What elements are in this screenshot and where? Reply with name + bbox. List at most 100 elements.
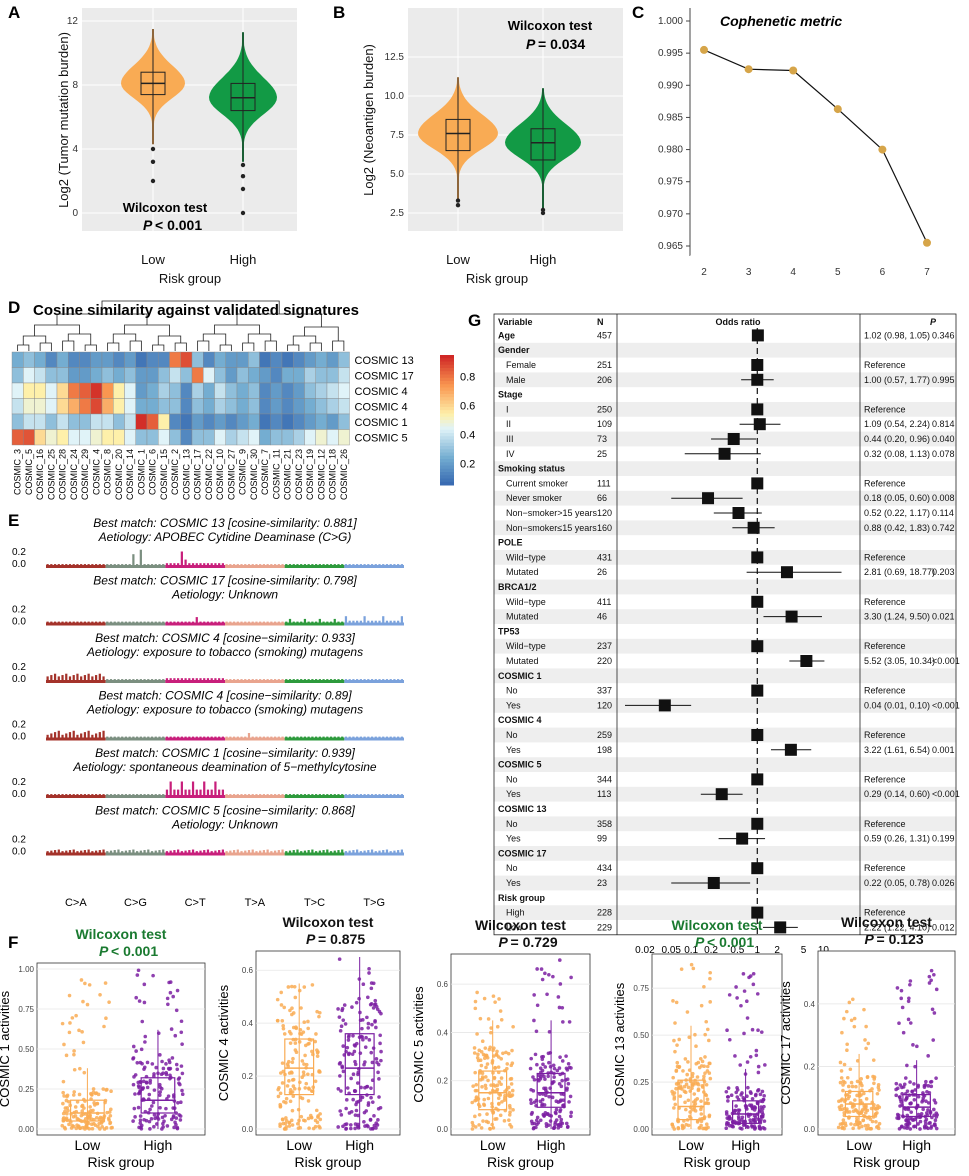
mutation-bar <box>91 621 94 623</box>
row-n: 229 <box>597 922 612 932</box>
jitter-point <box>546 1074 550 1079</box>
jitter-point <box>365 1085 369 1089</box>
jitter-point <box>278 1105 283 1109</box>
jitter-point <box>505 1066 509 1071</box>
jitter-point <box>65 1118 70 1123</box>
mutation-bar <box>132 736 135 738</box>
jitter-point <box>344 1049 348 1054</box>
jitter-point <box>760 1107 765 1111</box>
or-square <box>707 877 720 889</box>
jitter-point <box>349 1076 353 1081</box>
jitter-point <box>690 1074 695 1079</box>
jitter-point <box>532 1077 537 1082</box>
heatmap-cell <box>270 367 283 384</box>
jitter-point <box>688 1110 692 1114</box>
mutation-bar <box>113 794 116 795</box>
category-strip <box>225 795 285 798</box>
heatmap-col-label: COSMIC_18 <box>328 449 338 500</box>
mutation-bar <box>318 564 321 565</box>
mutation-bar <box>91 794 94 795</box>
mutation-bar <box>236 564 239 565</box>
colorbar-segment <box>440 459 454 463</box>
mutation-bar <box>341 564 344 565</box>
jitter-point <box>674 1069 679 1073</box>
mutation-bar <box>307 850 310 853</box>
jitter-point <box>337 957 342 961</box>
category-strip <box>105 680 166 683</box>
jitter-point <box>558 958 562 962</box>
jitter-point <box>528 1066 533 1071</box>
jitter-point <box>917 1115 921 1119</box>
jitter-point <box>310 983 315 987</box>
mutation-bar <box>128 794 131 795</box>
mutation-bar <box>348 850 351 853</box>
jitter-point <box>302 1062 306 1066</box>
heatmap-cell <box>113 382 125 399</box>
mutation-bar <box>206 678 210 680</box>
jitter-point <box>353 1062 358 1067</box>
row-or-text: Reference <box>864 774 906 784</box>
ytick-label: 0.0 <box>12 789 26 800</box>
heatmap-cell <box>248 382 260 399</box>
jitter-point <box>535 1115 540 1120</box>
heatmap-cell <box>90 398 103 415</box>
heatmap-col-label: COSMIC_5 <box>24 449 34 495</box>
mutation-bar <box>57 564 60 565</box>
jitter-point <box>275 997 280 1002</box>
mutation-bar <box>303 850 307 853</box>
jitter-point <box>139 1047 144 1052</box>
mutation-bar <box>214 678 217 680</box>
jitter-point <box>371 1006 376 1010</box>
jitter-point <box>853 1122 857 1127</box>
jitter-point <box>166 1094 171 1098</box>
mutation-bar <box>277 679 280 680</box>
jitter-point <box>367 966 371 971</box>
ytick-label: 12 <box>67 16 79 27</box>
mutation-bar <box>273 564 277 565</box>
jitter-point <box>173 1033 178 1038</box>
jitter-point <box>489 1083 493 1087</box>
jitter-point <box>338 1074 342 1078</box>
jitter-point <box>64 1053 69 1058</box>
heatmap-cell <box>158 398 170 415</box>
jitter-point <box>316 1115 320 1119</box>
mutation-bar <box>173 678 176 680</box>
heatmap-col-label: COSMIC_19 <box>305 449 315 500</box>
mutation-bar <box>273 794 277 795</box>
jitter-point <box>932 1098 937 1102</box>
jitter-point <box>150 1062 155 1066</box>
jitter-point <box>911 1043 915 1047</box>
jitter-point <box>928 1120 932 1125</box>
signature-aetiology: Aetiology: exposure to tobacco (smoking)… <box>86 645 363 659</box>
mutation-bar <box>348 564 351 565</box>
jitter-point <box>899 1125 904 1129</box>
jitter-point <box>529 1087 533 1092</box>
jitter-point <box>866 1123 870 1128</box>
jitter-point <box>61 1090 65 1095</box>
jitter-point <box>313 1039 318 1044</box>
jitter-point <box>144 1074 149 1079</box>
mutation-bar <box>240 679 243 680</box>
jitter-point <box>750 1096 755 1101</box>
heatmap-cell <box>225 398 238 415</box>
row-or-text: 5.52 (3.05, 10.34) <box>864 656 935 666</box>
mutation-bar <box>221 621 224 623</box>
row-n: 111 <box>597 478 611 488</box>
mutation-bar <box>169 781 172 795</box>
heatmap-cell <box>124 367 136 384</box>
jitter-point <box>297 1118 301 1123</box>
jitter-point <box>498 1009 503 1013</box>
heatmap-col-label: COSMIC_2 <box>170 449 180 495</box>
jitter-point <box>345 1086 350 1090</box>
colorbar-segment <box>440 436 454 440</box>
mutation-bar <box>374 794 377 795</box>
heatmap-cell <box>281 413 294 430</box>
mutation-bar <box>315 564 318 565</box>
heatmap-cell <box>203 367 215 384</box>
jitter-point <box>131 1056 136 1060</box>
row-or-text: 2.81 (0.69, 18.77) <box>864 567 935 577</box>
jitter-point <box>672 1095 677 1099</box>
heatmap-cell <box>180 382 193 399</box>
mutation-bar <box>266 564 269 565</box>
mutation-bar <box>72 730 75 738</box>
